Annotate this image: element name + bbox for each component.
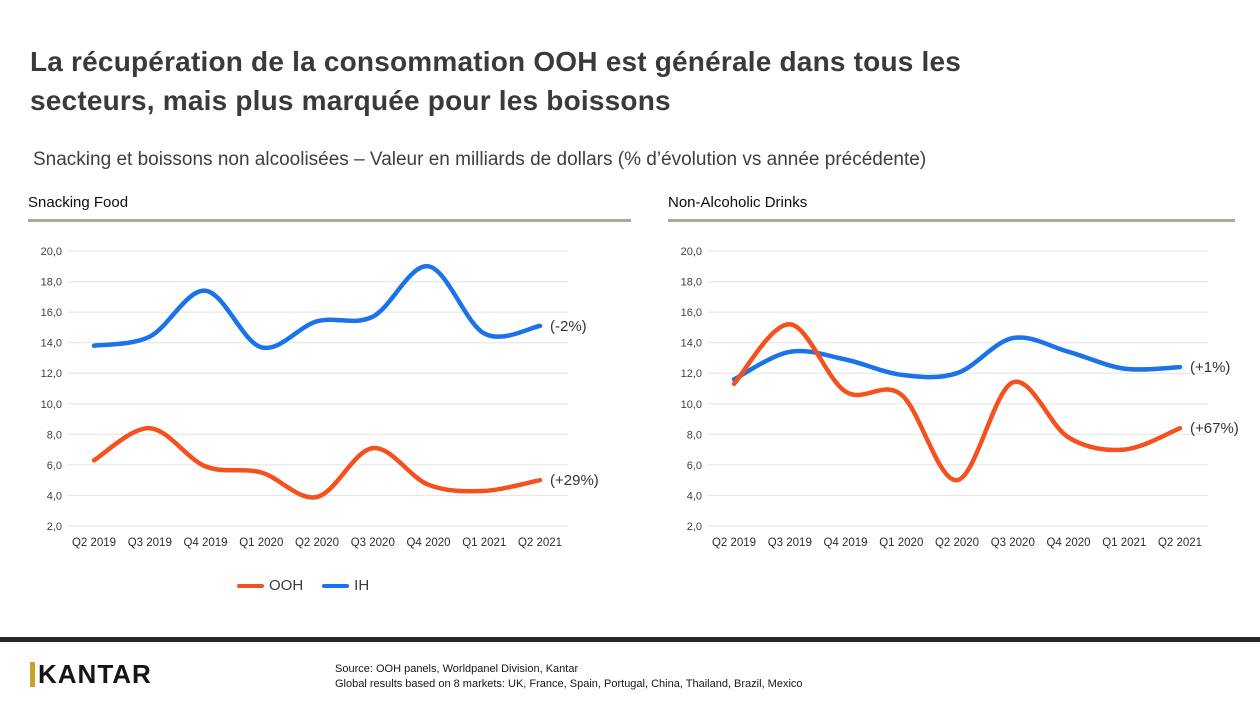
y-axis-tick-label: 16,0	[41, 307, 62, 319]
y-axis-tick-label: 4,0	[47, 490, 62, 502]
slide-title: La récupération de la consommation OOH e…	[30, 42, 961, 120]
y-axis-tick-label: 8,0	[47, 429, 62, 441]
legend-label-ih: IH	[354, 577, 370, 594]
slide-title-line2: secteurs, mais plus marquée pour les boi…	[30, 85, 671, 116]
y-axis-tick-label: 14,0	[41, 338, 62, 350]
x-axis-label: Q2 2021	[1158, 537, 1202, 549]
series-end-label-ooh: (+29%)	[550, 472, 599, 489]
series-end-label-ooh: (+67%)	[1190, 420, 1239, 437]
footer-divider	[0, 637, 1260, 642]
x-axis-label: Q2 2019	[712, 537, 756, 549]
x-axis-label: Q4 2019	[183, 537, 227, 549]
panel-underline-left	[28, 219, 631, 222]
kantar-logo: KANTAR	[30, 659, 152, 689]
y-axis-tick-label: 4,0	[687, 490, 702, 502]
x-axis-label: Q2 2020	[295, 537, 339, 549]
kantar-logo-gold-bar	[30, 661, 35, 687]
series-line-ooh	[91, 425, 543, 500]
series-end-label-ih: (-2%)	[550, 318, 587, 335]
x-axis-label: Q4 2019	[823, 537, 867, 549]
x-axis-label: Q1 2020	[879, 537, 923, 549]
x-axis-label: Q1 2020	[239, 537, 283, 549]
chart-legend: OOH IH	[237, 577, 369, 594]
y-axis-tick-label: 10,0	[681, 399, 702, 411]
y-axis-tick-label: 6,0	[687, 460, 702, 472]
legend-item-ooh: OOH	[237, 577, 303, 594]
y-axis-tick-label: 16,0	[681, 307, 702, 319]
y-axis-tick-label: 8,0	[687, 429, 702, 441]
series-line-ih	[91, 264, 543, 351]
series-line-ih	[731, 335, 1183, 382]
chart-title-non-alcoholic-drinks: Non-Alcoholic Drinks	[668, 194, 808, 211]
y-axis-tick-label: 14,0	[681, 338, 702, 350]
y-axis-tick-label: 20,0	[681, 246, 702, 258]
x-axis-label: Q4 2020	[406, 537, 450, 549]
series-line-ooh	[731, 322, 1183, 483]
x-axis-label: Q3 2020	[991, 537, 1035, 549]
legend-dash-ooh	[237, 583, 264, 588]
source-note: Source: OOH panels, Worldpanel Division,…	[335, 662, 803, 692]
x-axis-label: Q3 2019	[128, 537, 172, 549]
y-axis-tick-label: 6,0	[47, 460, 62, 472]
kantar-logo-text: KANTAR	[38, 658, 152, 689]
x-axis-label: Q1 2021	[462, 537, 506, 549]
y-axis-tick-label: 18,0	[41, 277, 62, 289]
slide-subtitle: Snacking et boissons non alcoolisées – V…	[33, 149, 927, 170]
y-axis-tick-label: 2,0	[687, 521, 702, 533]
y-axis-tick-label: 20,0	[41, 246, 62, 258]
slide-title-line1: La récupération de la consommation OOH e…	[30, 46, 962, 77]
y-axis-tick-label: 12,0	[681, 368, 702, 380]
snacking-food-chart: 20,0 18,0 16,0 14,0 12,0 10,0 8,0 6,0 4,0 2,0 Q2 2…	[41, 246, 599, 549]
non-alcoholic-drinks-chart: 20,0 18,0 16,0 14,0 12,0 10,0 8,0 6,0 4,0 2,0 Q2 2…	[681, 246, 1239, 549]
x-axis-label: Q2 2020	[935, 537, 979, 549]
x-axis-label: Q3 2020	[351, 537, 395, 549]
legend-item-ih: IH	[322, 577, 369, 594]
x-axis-label: Q3 2019	[768, 537, 812, 549]
y-axis-tick-label: 2,0	[47, 521, 62, 533]
chart-title-snacking-food: Snacking Food	[28, 194, 129, 211]
series-end-label-ih: (+1%)	[1190, 359, 1230, 376]
x-axis-label: Q2 2019	[72, 537, 116, 549]
legend-dash-ih	[322, 583, 350, 588]
x-axis-label: Q4 2020	[1046, 537, 1090, 549]
source-line2: Global results based on 8 markets: UK, F…	[335, 678, 803, 690]
y-axis-tick-label: 18,0	[681, 277, 702, 289]
y-axis-tick-label: 12,0	[41, 368, 62, 380]
y-axis-tick-label: 10,0	[41, 399, 62, 411]
source-line1: Source: OOH panels, Worldpanel Division,…	[335, 663, 579, 675]
legend-label-ooh: OOH	[269, 577, 304, 594]
x-axis-label: Q2 2021	[518, 537, 562, 549]
panel-underline-right	[668, 219, 1235, 222]
x-axis-label: Q1 2021	[1102, 537, 1146, 549]
